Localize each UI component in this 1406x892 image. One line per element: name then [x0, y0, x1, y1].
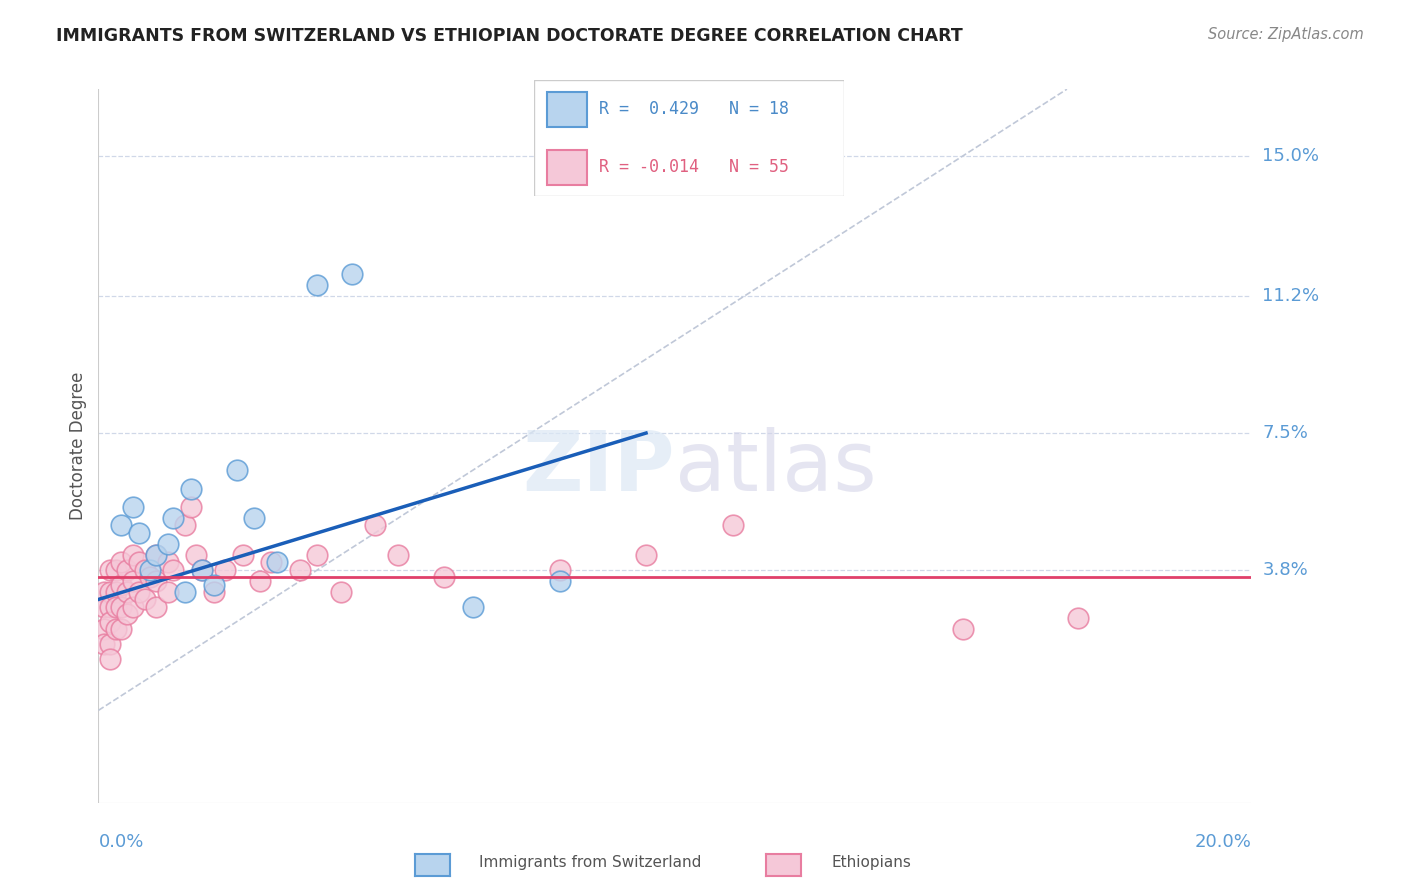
Text: Source: ZipAtlas.com: Source: ZipAtlas.com	[1208, 27, 1364, 42]
Point	[290, 563, 312, 577]
Point	[180, 500, 202, 514]
Text: Immigrants from Switzerland: Immigrants from Switzerland	[479, 855, 702, 870]
Point	[231, 548, 254, 562]
FancyBboxPatch shape	[534, 80, 844, 196]
Point	[98, 615, 121, 629]
Text: 7.5%: 7.5%	[1263, 424, 1309, 442]
Text: atlas: atlas	[675, 427, 876, 508]
Point	[180, 482, 202, 496]
FancyBboxPatch shape	[547, 92, 586, 127]
Point	[128, 525, 150, 540]
Point	[364, 518, 387, 533]
Point	[122, 574, 145, 588]
Point	[156, 585, 179, 599]
Point	[128, 585, 150, 599]
Point	[93, 585, 115, 599]
Point	[214, 563, 236, 577]
Point	[134, 592, 156, 607]
Point	[93, 622, 115, 636]
Point	[98, 637, 121, 651]
Point	[260, 556, 283, 570]
Point	[104, 622, 127, 636]
Point	[145, 548, 167, 562]
Point	[202, 585, 225, 599]
Point	[98, 563, 121, 577]
Text: Ethiopians: Ethiopians	[832, 855, 911, 870]
Point	[329, 585, 352, 599]
Point	[387, 548, 409, 562]
Point	[1067, 611, 1090, 625]
Point	[122, 599, 145, 614]
Point	[952, 622, 974, 636]
Point	[139, 570, 162, 584]
Point	[636, 548, 658, 562]
Point	[110, 622, 132, 636]
Text: 20.0%: 20.0%	[1195, 833, 1251, 851]
Text: IMMIGRANTS FROM SWITZERLAND VS ETHIOPIAN DOCTORATE DEGREE CORRELATION CHART: IMMIGRANTS FROM SWITZERLAND VS ETHIOPIAN…	[56, 27, 963, 45]
Point	[104, 563, 127, 577]
Point	[461, 599, 484, 614]
Text: 3.8%: 3.8%	[1263, 561, 1308, 579]
Text: ZIP: ZIP	[523, 427, 675, 508]
Point	[98, 585, 121, 599]
Text: 11.2%: 11.2%	[1263, 287, 1320, 305]
FancyBboxPatch shape	[547, 150, 586, 185]
Y-axis label: Doctorate Degree: Doctorate Degree	[69, 372, 87, 520]
Point	[191, 563, 214, 577]
Point	[145, 599, 167, 614]
Point	[721, 518, 744, 533]
Point	[117, 563, 138, 577]
Point	[548, 563, 571, 577]
Point	[110, 556, 132, 570]
Point	[156, 556, 179, 570]
Point	[122, 548, 145, 562]
Point	[202, 577, 225, 591]
Point	[145, 574, 167, 588]
Point	[249, 574, 271, 588]
Point	[266, 556, 288, 570]
Point	[110, 577, 132, 591]
Point	[162, 563, 184, 577]
Point	[174, 585, 197, 599]
Point	[186, 548, 208, 562]
Point	[307, 278, 329, 293]
Point	[104, 585, 127, 599]
Point	[110, 518, 132, 533]
Point	[117, 607, 138, 622]
Text: 0.0%: 0.0%	[98, 833, 143, 851]
Point	[156, 537, 179, 551]
Point	[104, 599, 127, 614]
Point	[243, 511, 266, 525]
Point	[98, 651, 121, 665]
Point	[225, 463, 247, 477]
Point	[128, 556, 150, 570]
Point	[122, 500, 145, 514]
Point	[139, 563, 162, 577]
Point	[93, 599, 115, 614]
Point	[134, 563, 156, 577]
Point	[117, 585, 138, 599]
Point	[98, 599, 121, 614]
Point	[162, 511, 184, 525]
Text: R =  0.429   N = 18: R = 0.429 N = 18	[599, 100, 789, 119]
Point	[191, 563, 214, 577]
Point	[174, 518, 197, 533]
Point	[93, 637, 115, 651]
Text: R = -0.014   N = 55: R = -0.014 N = 55	[599, 158, 789, 177]
Point	[433, 570, 456, 584]
Point	[110, 599, 132, 614]
Point	[340, 267, 363, 281]
Point	[548, 574, 571, 588]
Point	[307, 548, 329, 562]
Text: 15.0%: 15.0%	[1263, 147, 1319, 165]
Point	[145, 548, 167, 562]
